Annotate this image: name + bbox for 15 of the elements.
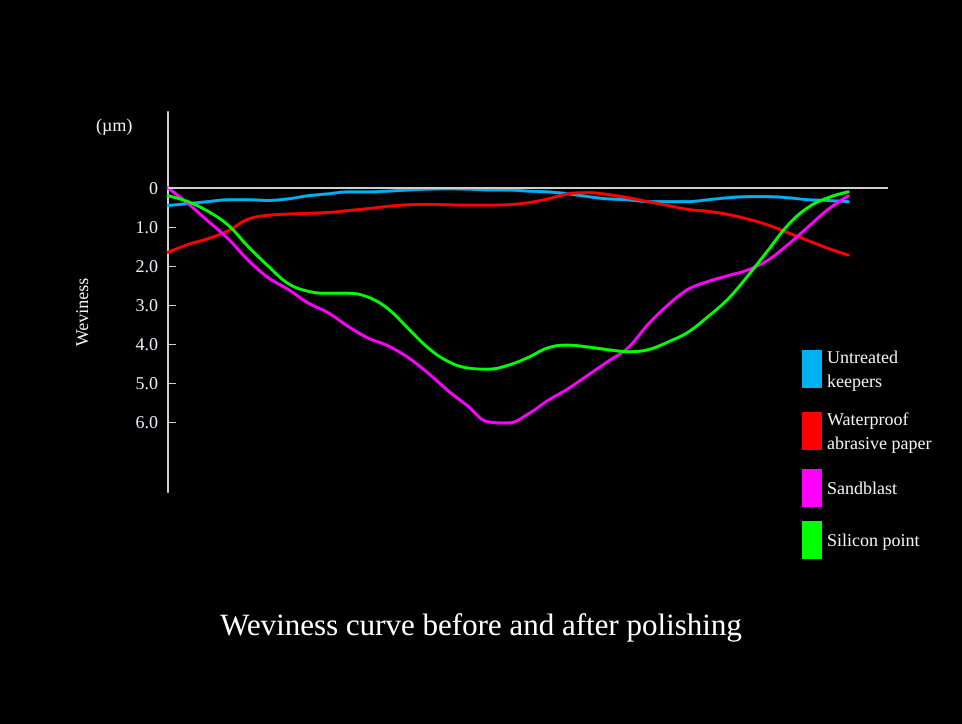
legend-label: Untreated keepers	[827, 347, 902, 391]
y-tick-label: 3.0	[136, 294, 158, 315]
y-tick-label: 4.0	[136, 334, 158, 354]
y-tick-label: 5.0	[136, 372, 158, 393]
text: Weviness curve before and after polishing	[220, 607, 742, 642]
legend-label: Sandblast	[827, 478, 897, 498]
legend-label: Silicon point	[827, 530, 920, 550]
y-tick-label: 2.0	[136, 256, 158, 276]
legend-label: Waterproof abrasive paper	[827, 409, 932, 453]
y-tick-label: 6.0	[136, 412, 158, 432]
y-tick-label: 0	[149, 178, 158, 198]
y-tick-label: 1.0	[136, 216, 158, 237]
text: (µm)	[96, 115, 132, 135]
line-series	[166, 191, 850, 257]
y-axis-title: Weviness	[72, 278, 92, 346]
